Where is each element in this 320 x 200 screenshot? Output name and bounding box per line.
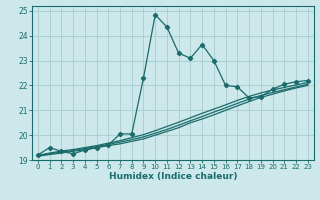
X-axis label: Humidex (Indice chaleur): Humidex (Indice chaleur) <box>108 172 237 181</box>
